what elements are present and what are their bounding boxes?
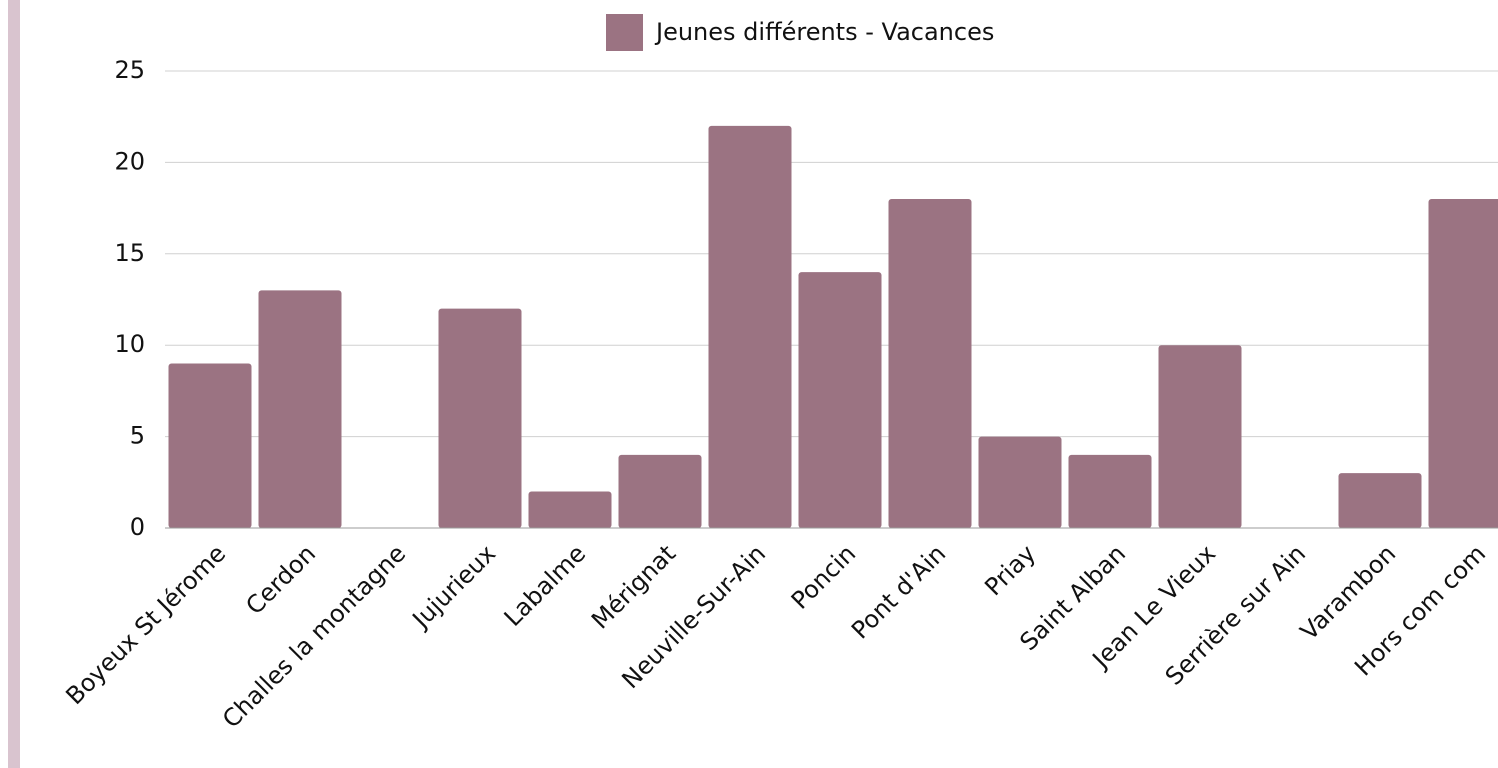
y-tick-label: 20 xyxy=(114,147,145,175)
x-tick-label: Jujurieux xyxy=(406,539,501,634)
bar xyxy=(438,308,522,528)
x-tick-label: Mérignat xyxy=(586,539,681,634)
x-tick-label: Challes la montagne xyxy=(217,539,411,733)
y-tick-label: 25 xyxy=(114,56,145,84)
bar xyxy=(168,363,252,528)
bar xyxy=(1338,473,1422,528)
x-tick-label: Pont d'Ain xyxy=(846,539,951,644)
legend-label: Jeunes différents - Vacances xyxy=(654,18,994,46)
y-tick-label: 5 xyxy=(130,422,145,450)
bar xyxy=(1158,345,1242,528)
bar xyxy=(528,491,612,528)
bar xyxy=(798,272,882,528)
x-tick-label: Cerdon xyxy=(241,539,322,620)
x-tick-label: Boyeux St Jérome xyxy=(60,539,231,710)
y-tick-label: 15 xyxy=(114,239,145,267)
bar xyxy=(888,198,972,528)
bar xyxy=(708,125,792,528)
x-tick-label: Priay xyxy=(979,539,1041,601)
legend: Jeunes différents - Vacances xyxy=(606,14,994,51)
bar xyxy=(1068,454,1152,528)
x-tick-label: Labalme xyxy=(499,539,592,632)
bar xyxy=(618,454,702,528)
y-tick-label: 10 xyxy=(114,330,145,358)
x-tick-label: Poncin xyxy=(786,539,861,614)
bar xyxy=(1428,198,1498,528)
y-tick-label: 0 xyxy=(130,513,145,541)
legend-swatch xyxy=(606,14,643,51)
bar xyxy=(978,436,1062,528)
bar xyxy=(258,290,342,528)
decor-border xyxy=(0,0,20,768)
